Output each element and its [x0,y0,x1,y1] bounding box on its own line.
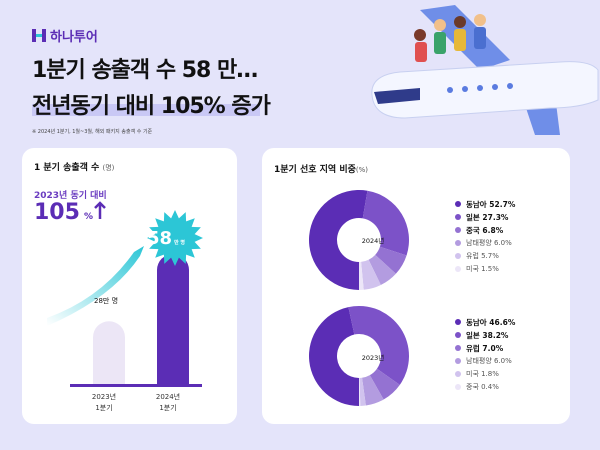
legend-item: 미국 1.5% [455,265,515,273]
legend-2023: 동남아 46.6% 일본 38.2% 유럽 7.0% 남태평양 6.0% 미국 1.8%… [455,318,515,391]
donut-slice-남태평양 [368,254,396,285]
growth-arrow [47,246,144,326]
legend-item: 남태평양 6.0% [455,357,515,365]
legend-dot [455,214,461,220]
legend-dot [455,332,461,338]
legend-dot [455,358,461,364]
card-title: 1분기 선호 지역 비중(%) [274,165,369,175]
legend-label: 유럽 7.0% [466,343,504,353]
donut-slice-동남아 [308,190,368,290]
legend-item: 유럽 5.7% [455,252,515,260]
highlight-value: 58 만 명 [147,228,186,249]
legend-item: 동남아 52.7% [455,199,516,209]
donut-slice-남태평양 [362,375,384,406]
brand-name: 하나투어 [50,30,98,45]
passenger-count-card: 1 분기 송출객 수 (명) 2023년 동기 대비 105% 28만 명 58… [22,148,237,424]
legend-dot [455,319,461,325]
legend-dot [455,253,461,259]
legend-label: 동남아 46.6% [466,317,516,327]
value-2023-label: 28만 명 [94,297,119,305]
starburst-badge [147,210,203,266]
bar-1 [157,254,189,384]
donut-slice-미국 [359,261,364,290]
donut-2024-label: 2024년 [361,237,385,245]
legend-item: 유럽 7.0% [455,343,515,353]
donut-slice-동남아 [309,307,359,406]
category-2024: 2024년 1분기 [155,393,181,412]
donut-slice-일본 [362,190,409,256]
bar-chart [47,210,203,387]
legend-dot [455,240,461,246]
legend-label: 동남아 52.7% [466,199,516,209]
legend-dot [455,345,461,351]
airplane-illustration [371,5,599,135]
legend-label: 미국 1.5% [466,265,499,273]
legend-2024: 동남아 52.7% 일본 27.3% 중국 6.8% 남태평양 6.0% 유럽 5.7%… [455,200,515,273]
donut-slice-중국 [359,377,361,406]
donut-slice-미국 [359,377,366,406]
legend-dot [455,371,461,377]
legend-label: 중국 6.8% [466,225,504,235]
brand-logo: 하나투어 [32,26,98,45]
legend-item: 일본 38.2% [455,330,515,340]
donut-slice-유럽 [369,368,400,400]
legend-label: 일본 38.2% [466,330,509,340]
legend-label: 남태평양 6.0% [466,239,512,247]
hanatour-logo-icon [32,29,46,42]
region-share-card: 1분기 선호 지역 비중(%) 2024년 2023년 [262,148,570,424]
legend-dot [455,266,461,272]
legend-item: 동남아 46.6% [455,317,516,327]
card-title: 1 분기 송출객 수 (명) [34,163,115,173]
arrow-up-icon [94,201,106,219]
legend-label: 일본 27.3% [466,212,509,222]
legend-item: 미국 1.8% [455,370,515,378]
donut-slice-중국 [375,246,407,274]
baseline [70,384,202,387]
headline-line2: 전년동기 대비 105% 증가 [32,94,271,119]
legend-item: 일본 27.3% [455,212,515,222]
legend-dot [455,201,461,207]
donut-slice-일본 [348,306,409,385]
legend-item: 중국 0.4% [455,383,515,391]
legend-label: 중국 0.4% [466,383,499,391]
growth-rate: 105% [34,200,107,225]
donut-slice-유럽 [361,259,381,290]
legend-label: 미국 1.8% [466,370,499,378]
compare-label: 2023년 동기 대비 [34,191,107,201]
donut-2023-label: 2023년 [361,354,385,362]
legend-label: 남태평양 6.0% [466,357,512,365]
legend-item: 남태평양 6.0% [455,239,515,247]
legend-label: 유럽 5.7% [466,252,499,260]
legend-dot [455,384,461,390]
donut-charts [308,190,409,406]
bar-0 [93,321,125,384]
headline-highlight [32,104,260,116]
legend-dot [455,227,461,233]
headline-line1: 1분기 송출객 수 58 만… [32,58,258,83]
category-2023: 2023년 1분기 [91,393,117,412]
legend-item: 중국 6.8% [455,225,515,235]
footnote: ※ 2024년 1분기, 1월~3월, 해외 패키지 송출객 수 기준 [32,129,153,135]
